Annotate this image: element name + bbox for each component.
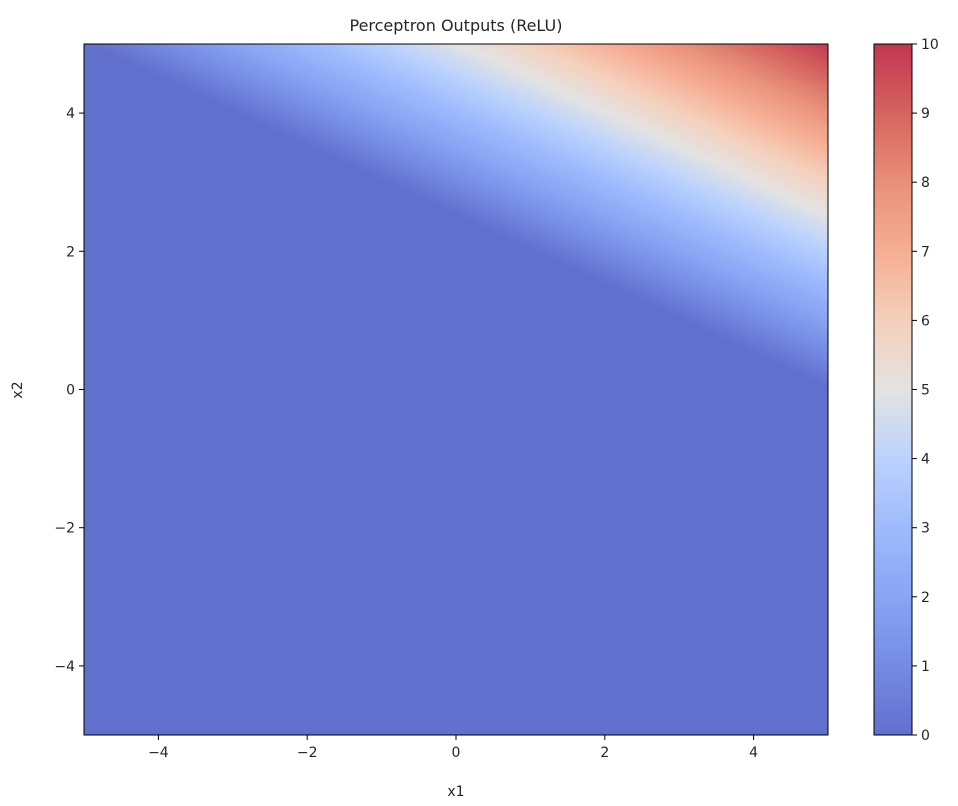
y-tick-label: −4 <box>54 659 75 675</box>
colorbar-tick-label: 9 <box>921 106 930 122</box>
colorbar-gradient <box>874 44 912 735</box>
colorbar-tick-label: 2 <box>921 590 930 606</box>
x-tick-label: 0 <box>452 745 461 761</box>
x-tick-label: −2 <box>297 745 318 761</box>
colorbar-tick-label: 10 <box>921 37 939 53</box>
x-axis-label: x1 <box>447 784 464 800</box>
heatmap-field <box>84 44 828 735</box>
chart-title: Perceptron Outputs (ReLU) <box>349 16 562 35</box>
x-tick-label: −4 <box>148 745 169 761</box>
colorbar-tick-label: 7 <box>921 244 930 260</box>
colorbar-frame <box>873 43 913 736</box>
colorbar-tick-label: 3 <box>921 521 930 537</box>
colorbar-tick-label: 1 <box>921 659 930 675</box>
colorbar-tick-label: 8 <box>921 175 930 191</box>
y-tick-label: 2 <box>66 244 75 260</box>
x-tick-label: 4 <box>749 745 758 761</box>
colorbar-tick-label: 0 <box>921 728 930 744</box>
y-tick-label: 0 <box>66 383 75 399</box>
y-tick-label: 4 <box>66 106 75 122</box>
x-tick-label: 2 <box>600 745 609 761</box>
colorbar-tick-label: 5 <box>921 383 930 399</box>
y-axis-label: x2 <box>10 381 26 398</box>
y-tick-label: −2 <box>54 521 75 537</box>
colorbar-tick-label: 4 <box>921 452 930 468</box>
plot-frame <box>83 43 829 736</box>
colorbar-tick-label: 6 <box>921 313 930 329</box>
